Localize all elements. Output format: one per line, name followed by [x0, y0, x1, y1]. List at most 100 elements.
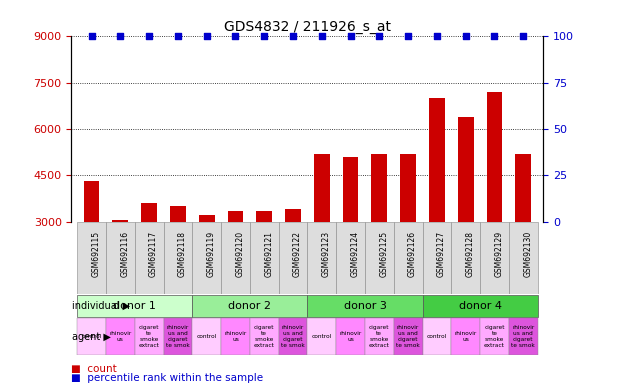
Text: GSM692129: GSM692129 — [494, 231, 504, 277]
Point — [259, 33, 269, 40]
FancyBboxPatch shape — [163, 318, 193, 355]
Point — [116, 33, 125, 40]
Bar — [314, 154, 330, 314]
Bar — [371, 154, 388, 314]
FancyBboxPatch shape — [451, 318, 480, 355]
Text: GSM692125: GSM692125 — [379, 231, 388, 277]
Point — [144, 33, 154, 40]
Point — [461, 33, 471, 40]
FancyBboxPatch shape — [365, 222, 394, 293]
Bar — [141, 203, 157, 314]
FancyBboxPatch shape — [480, 318, 509, 355]
Point — [86, 33, 96, 40]
Text: rhinovir
us: rhinovir us — [455, 331, 477, 342]
Title: GDS4832 / 211926_s_at: GDS4832 / 211926_s_at — [224, 20, 391, 34]
FancyBboxPatch shape — [221, 222, 250, 293]
Point — [230, 33, 240, 40]
Text: cigaret
te
smoke
extract: cigaret te smoke extract — [484, 326, 505, 348]
Text: rhinovir
us and
cigaret
te smok: rhinovir us and cigaret te smok — [166, 326, 190, 348]
Text: GSM692116: GSM692116 — [120, 231, 129, 277]
Text: GSM692118: GSM692118 — [178, 231, 187, 277]
Text: agent ▶: agent ▶ — [72, 332, 111, 342]
Text: control: control — [312, 334, 332, 339]
FancyBboxPatch shape — [163, 222, 193, 293]
Point — [202, 33, 212, 40]
Text: GSM692119: GSM692119 — [207, 231, 215, 277]
FancyBboxPatch shape — [279, 222, 307, 293]
Text: GSM692126: GSM692126 — [408, 231, 417, 277]
FancyBboxPatch shape — [77, 222, 106, 293]
Bar — [256, 211, 272, 314]
FancyBboxPatch shape — [250, 222, 279, 293]
Text: ■  count: ■ count — [71, 364, 117, 374]
FancyBboxPatch shape — [422, 318, 451, 355]
Bar — [227, 211, 243, 314]
Text: GSM692127: GSM692127 — [437, 231, 446, 277]
Bar — [343, 157, 358, 314]
FancyBboxPatch shape — [509, 222, 538, 293]
FancyBboxPatch shape — [193, 222, 221, 293]
Point — [346, 33, 356, 40]
Text: rhinovir
us: rhinovir us — [109, 331, 132, 342]
Bar — [458, 117, 474, 314]
Text: rhinovir
us and
cigaret
te smok: rhinovir us and cigaret te smok — [281, 326, 305, 348]
Text: donor 1: donor 1 — [113, 301, 156, 311]
Text: individual ▶: individual ▶ — [72, 301, 130, 311]
FancyBboxPatch shape — [307, 318, 336, 355]
Text: control: control — [81, 334, 102, 339]
FancyBboxPatch shape — [77, 318, 106, 355]
Text: rhinovir
us: rhinovir us — [340, 331, 361, 342]
Text: rhinovir
us and
cigaret
te smok: rhinovir us and cigaret te smok — [511, 326, 535, 348]
FancyBboxPatch shape — [106, 222, 135, 293]
Point — [432, 33, 442, 40]
Text: donor 2: donor 2 — [229, 301, 271, 311]
Point — [173, 33, 183, 40]
Bar — [429, 98, 445, 314]
Bar — [400, 154, 416, 314]
FancyBboxPatch shape — [509, 318, 538, 355]
Bar — [112, 220, 129, 314]
FancyBboxPatch shape — [106, 318, 135, 355]
FancyBboxPatch shape — [279, 318, 307, 355]
Text: GSM692121: GSM692121 — [264, 231, 273, 277]
Point — [317, 33, 327, 40]
FancyBboxPatch shape — [394, 318, 422, 355]
Bar — [199, 215, 215, 314]
FancyBboxPatch shape — [135, 222, 163, 293]
Text: donor 3: donor 3 — [343, 301, 386, 311]
FancyBboxPatch shape — [394, 222, 422, 293]
FancyBboxPatch shape — [336, 318, 365, 355]
Bar — [84, 182, 99, 314]
Text: control: control — [427, 334, 447, 339]
Text: ■  percentile rank within the sample: ■ percentile rank within the sample — [71, 373, 263, 383]
Text: control: control — [197, 334, 217, 339]
FancyBboxPatch shape — [422, 295, 538, 317]
Point — [374, 33, 384, 40]
Text: GSM692120: GSM692120 — [235, 231, 245, 277]
Bar — [170, 206, 186, 314]
FancyBboxPatch shape — [307, 295, 422, 317]
Point — [403, 33, 413, 40]
Point — [489, 33, 499, 40]
Text: rhinovir
us and
cigaret
te smok: rhinovir us and cigaret te smok — [396, 326, 420, 348]
Point — [288, 33, 298, 40]
Text: cigaret
te
smoke
extract: cigaret te smoke extract — [138, 326, 160, 348]
Text: donor 4: donor 4 — [458, 301, 502, 311]
Bar — [515, 154, 531, 314]
FancyBboxPatch shape — [365, 318, 394, 355]
FancyBboxPatch shape — [250, 318, 279, 355]
FancyBboxPatch shape — [336, 222, 365, 293]
Text: cigaret
te
smoke
extract: cigaret te smoke extract — [254, 326, 274, 348]
FancyBboxPatch shape — [422, 222, 451, 293]
Text: GSM692124: GSM692124 — [351, 231, 360, 277]
Text: GSM692123: GSM692123 — [322, 231, 331, 277]
Text: cigaret
te
smoke
extract: cigaret te smoke extract — [369, 326, 390, 348]
FancyBboxPatch shape — [77, 295, 193, 317]
Bar — [285, 209, 301, 314]
Text: rhinovir
us: rhinovir us — [224, 331, 247, 342]
FancyBboxPatch shape — [193, 295, 307, 317]
FancyBboxPatch shape — [221, 318, 250, 355]
Text: GSM692130: GSM692130 — [524, 231, 532, 277]
FancyBboxPatch shape — [193, 318, 221, 355]
FancyBboxPatch shape — [135, 318, 163, 355]
